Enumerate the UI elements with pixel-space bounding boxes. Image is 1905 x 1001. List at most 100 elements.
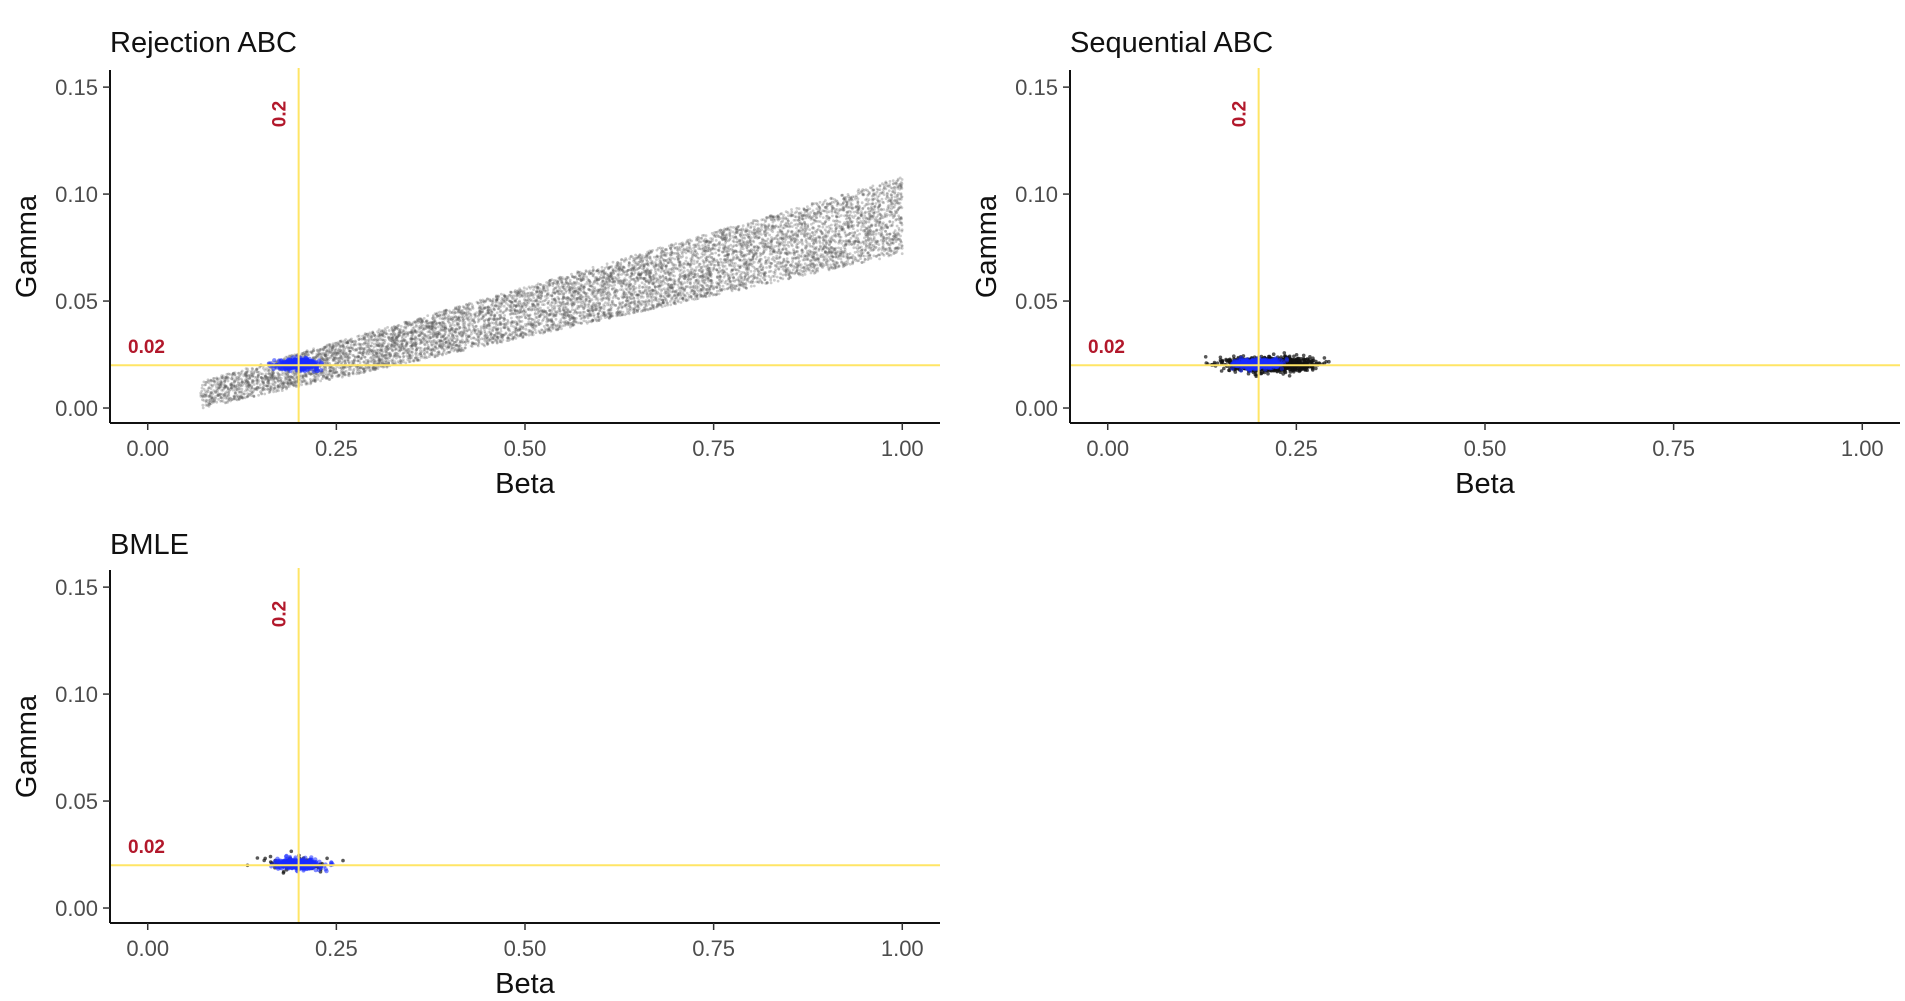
data-point — [892, 231, 896, 235]
data-point — [219, 380, 223, 384]
data-point — [387, 359, 391, 363]
data-point — [568, 291, 571, 295]
data-point — [706, 263, 710, 267]
data-point — [525, 287, 529, 291]
data-point — [349, 343, 353, 347]
data-point — [518, 289, 522, 292]
data-point — [556, 304, 560, 308]
data-point — [325, 370, 328, 374]
data-point — [654, 291, 658, 295]
data-point — [503, 314, 506, 317]
data-point — [708, 270, 711, 274]
data-point — [611, 299, 614, 303]
data-point — [787, 251, 791, 255]
data-point — [479, 301, 483, 305]
data-point — [698, 269, 702, 272]
data-point — [821, 202, 825, 206]
data-point — [856, 197, 860, 201]
data-point — [537, 302, 540, 306]
data-point — [764, 234, 768, 238]
data-point — [858, 205, 862, 209]
panel-title: Rejection ABC — [110, 27, 297, 59]
data-point — [805, 264, 809, 268]
data-point — [732, 250, 736, 254]
data-point — [549, 303, 552, 307]
data-point — [623, 313, 627, 317]
data-point — [880, 197, 884, 201]
data-point — [602, 296, 606, 300]
data-point — [784, 273, 788, 277]
data-point — [617, 305, 621, 309]
data-point — [409, 344, 413, 348]
data-point — [338, 356, 342, 360]
data-point — [666, 282, 669, 286]
data-point — [363, 355, 367, 359]
data-point — [692, 246, 695, 250]
data-point — [502, 304, 506, 308]
data-point — [546, 306, 550, 310]
data-point — [816, 266, 820, 270]
data-point — [842, 252, 846, 255]
data-point — [655, 258, 658, 262]
data-point — [713, 231, 716, 234]
data-point — [696, 272, 699, 276]
data-point — [809, 211, 813, 214]
data-point — [755, 277, 759, 280]
data-point — [559, 289, 563, 293]
data-point — [506, 318, 509, 322]
data-point — [530, 291, 534, 295]
data-point — [515, 294, 519, 298]
data-point — [399, 325, 403, 328]
data-point — [687, 249, 690, 253]
data-point — [834, 260, 837, 264]
data-point — [714, 239, 718, 242]
data-point — [633, 282, 637, 285]
data-point — [895, 198, 899, 202]
data-point — [716, 289, 719, 293]
data-point — [834, 240, 837, 244]
data-point — [600, 299, 604, 302]
data-point — [537, 323, 541, 326]
data-point — [492, 304, 496, 308]
data-point — [410, 334, 414, 338]
data-point — [731, 230, 735, 234]
data-point — [636, 255, 640, 258]
data-point — [886, 184, 890, 188]
data-point — [631, 256, 635, 259]
data-point — [749, 226, 752, 230]
data-point — [521, 326, 524, 329]
data-point — [661, 258, 665, 261]
data-point — [526, 294, 530, 298]
data-point — [815, 201, 818, 205]
data-point — [620, 257, 624, 261]
data-point — [673, 246, 677, 250]
data-point — [387, 329, 391, 332]
data-point — [414, 323, 418, 327]
data-point — [701, 286, 705, 290]
data-point — [893, 229, 897, 233]
data-point — [440, 352, 444, 356]
data-point — [246, 392, 249, 395]
data-point — [660, 250, 663, 254]
data-point — [546, 296, 549, 300]
data-point — [323, 358, 327, 362]
data-point — [647, 286, 651, 289]
data-point — [481, 304, 485, 307]
data-point — [448, 337, 451, 341]
data-point — [583, 310, 586, 314]
data-point — [887, 197, 891, 200]
data-point — [281, 373, 284, 376]
data-point — [422, 340, 426, 343]
data-point — [510, 300, 513, 303]
data-point — [427, 334, 431, 337]
data-point — [664, 267, 668, 271]
data-point — [836, 255, 839, 259]
data-point — [415, 351, 418, 355]
data-point — [272, 386, 276, 390]
data-point — [438, 310, 441, 314]
data-point — [710, 256, 714, 259]
data-point — [874, 202, 878, 205]
data-point — [619, 288, 622, 291]
data-point — [777, 267, 781, 271]
